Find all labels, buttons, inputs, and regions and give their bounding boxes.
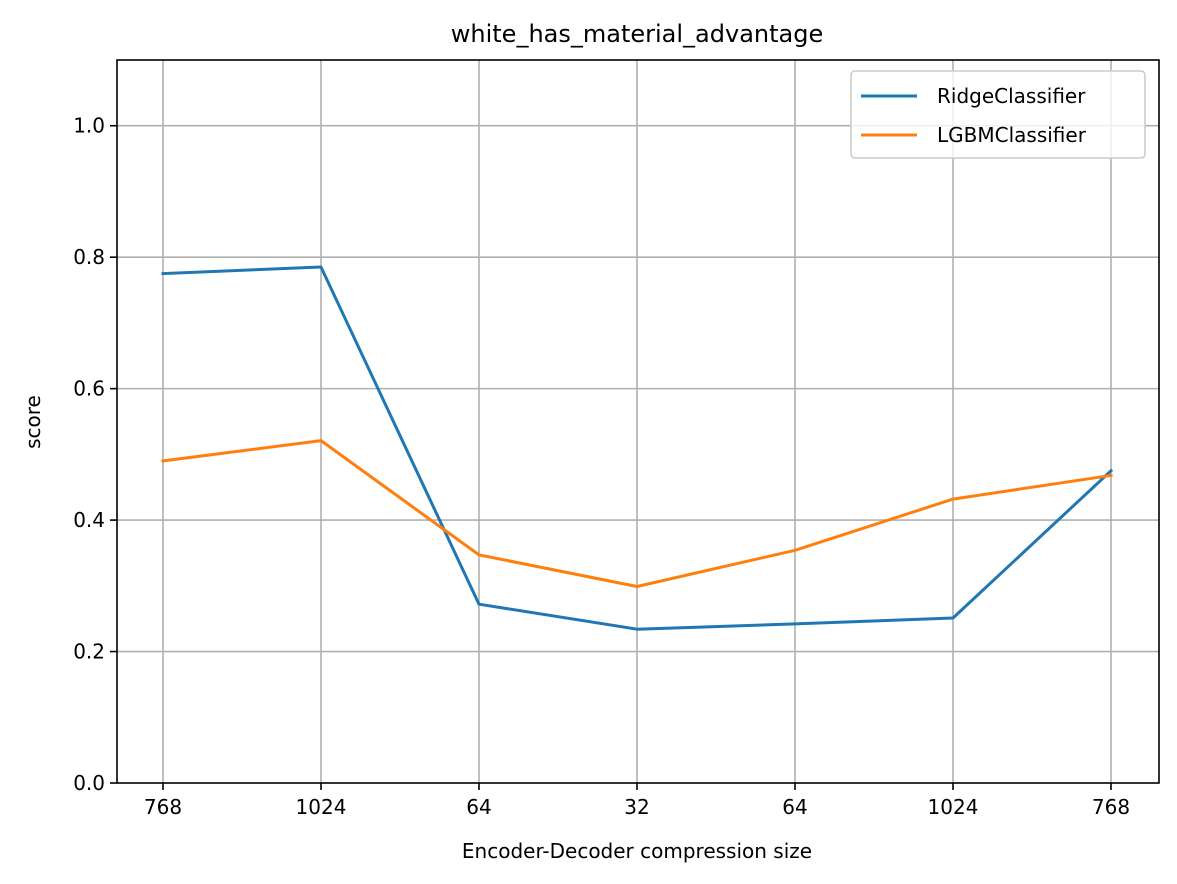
y-tick-label: 0.6 — [73, 377, 105, 401]
series-line-lgbmclassifier — [161, 439, 1113, 588]
legend-label-ridgeclassifier: RidgeClassifier — [937, 84, 1086, 108]
x-tick-label: 32 — [624, 795, 649, 819]
x-tick-label: 1024 — [296, 795, 347, 819]
series-lines — [161, 265, 1114, 631]
chart-title: white_has_material_advantage — [451, 20, 823, 48]
legend-box — [850, 70, 1146, 159]
x-tick-label: 768 — [144, 795, 182, 819]
y-tick-label: 0.2 — [73, 640, 105, 664]
x-tick-label: 1024 — [928, 795, 979, 819]
x-tick-label: 768 — [1092, 795, 1130, 819]
y-axis-ticks: 0.0 0.2 0.4 0.6 0.8 1.0 — [73, 114, 117, 795]
plot-area-frame — [116, 59, 1160, 784]
legend: RidgeClassifier LGBMClassifier — [850, 70, 1146, 159]
legend-label-lgbmclassifier: LGBMClassifier — [937, 123, 1087, 147]
y-axis-label: score — [21, 395, 45, 449]
y-tick-label: 0.4 — [73, 508, 105, 532]
series-line-ridgeclassifier — [161, 265, 1114, 631]
x-axis-label: Encoder-Decoder compression size — [462, 839, 812, 863]
x-tick-label: 64 — [782, 795, 807, 819]
x-tick-label: 64 — [466, 795, 491, 819]
grid — [117, 60, 1159, 783]
x-axis-ticks: 768 1024 64 32 64 1024 768 — [144, 783, 1130, 819]
y-tick-label: 0.8 — [73, 245, 105, 269]
y-tick-label: 0.0 — [73, 771, 105, 795]
y-tick-label: 1.0 — [73, 114, 105, 138]
